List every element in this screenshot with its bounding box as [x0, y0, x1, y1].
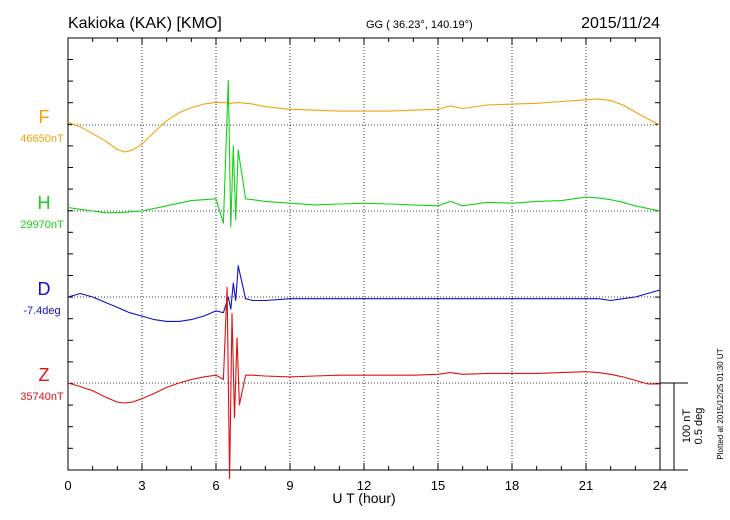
series-baseline-h: 29970nT — [20, 219, 64, 231]
x-tick-label: 6 — [212, 478, 219, 493]
x-tick-label: 3 — [138, 478, 145, 493]
plotted-at-note: Plotted at 2015/12/25 01:30 UT — [716, 348, 725, 459]
series-labels: F 46650nT H 29970nT D -7.4deg Z 35740nT — [20, 107, 64, 403]
scale-bar: 100 nT 0.5 deg — [660, 382, 705, 471]
series-baseline-f: 46650nT — [20, 133, 64, 145]
series-name-h: H — [38, 193, 51, 213]
trace-f — [67, 98, 661, 153]
trace-d — [67, 265, 661, 322]
date-label: 2015/11/24 — [581, 15, 660, 32]
x-tick-label: 9 — [286, 478, 293, 493]
axis-ticks — [67, 38, 661, 470]
x-tick-label: 24 — [653, 478, 667, 493]
trace-h — [67, 79, 661, 228]
scale-bar-nt-label: 100 nT — [681, 409, 693, 444]
x-tick-labels: 0 3 6 9 12 15 18 21 24 — [64, 478, 667, 493]
x-axis-label: U T (hour) — [332, 490, 395, 506]
series-name-f: F — [39, 107, 50, 127]
coordinates-label: GG ( 36.23°, 140.19°) — [366, 19, 473, 31]
trace-z — [67, 286, 660, 480]
traces — [67, 79, 661, 480]
series-name-z: Z — [39, 365, 50, 385]
series-baseline-z: 35740nT — [20, 391, 64, 403]
x-tick-label: 0 — [64, 478, 71, 493]
x-tick-label: 12 — [357, 478, 371, 493]
x-tick-label: 21 — [579, 478, 593, 493]
x-tick-label: 18 — [505, 478, 519, 493]
station-title: Kakioka (KAK) [KMO] — [68, 15, 222, 32]
x-tick-label: 15 — [431, 478, 445, 493]
scale-bar-deg-label: 0.5 deg — [693, 408, 705, 445]
series-name-d: D — [38, 279, 51, 299]
grid-lines — [141, 38, 587, 470]
series-baseline-d: -7.4deg — [23, 305, 60, 317]
